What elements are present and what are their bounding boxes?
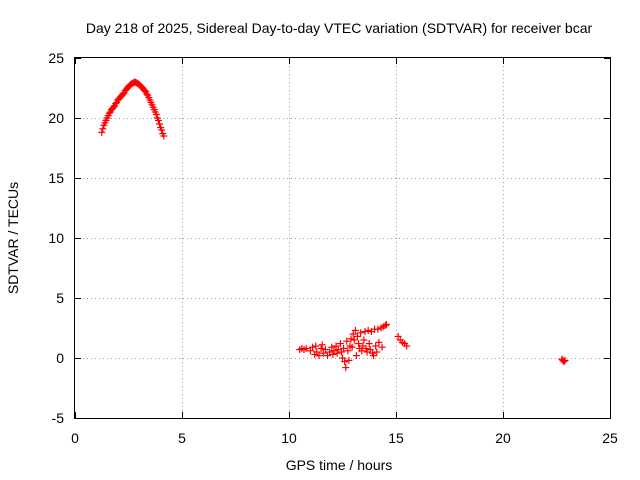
- data-point: [373, 348, 381, 356]
- grid: [75, 58, 610, 418]
- data-point: [344, 347, 352, 355]
- data-point: [342, 364, 350, 372]
- plot-frame: [74, 57, 611, 419]
- data-point: [341, 358, 349, 366]
- y-tick-label: 15: [48, 170, 64, 186]
- data-point: [375, 338, 383, 346]
- y-tick-label: -5: [52, 410, 65, 426]
- data-point: [394, 332, 402, 340]
- data-point: [347, 335, 355, 343]
- data-point: [378, 343, 386, 351]
- data-point: [112, 100, 120, 108]
- y-tick-labels: -5 0 5 10 15 20 25: [48, 50, 64, 426]
- data-point: [381, 322, 389, 330]
- series-arc-1: [98, 78, 168, 140]
- data-point: [370, 352, 378, 360]
- data-point: [105, 109, 113, 117]
- x-tick-label: 25: [602, 430, 618, 446]
- x-axis-label: GPS time / hours: [286, 457, 393, 473]
- data-point: [154, 116, 162, 124]
- data-point: [313, 348, 321, 356]
- data-point: [160, 132, 168, 140]
- data-point: [339, 354, 346, 362]
- y-tick-label: 25: [48, 50, 64, 66]
- x-tick-label: 0: [71, 430, 79, 446]
- data-point: [337, 348, 345, 356]
- data-point: [372, 342, 380, 350]
- data-point: [143, 90, 151, 98]
- data-point: [315, 352, 323, 360]
- data-point: [318, 341, 326, 349]
- x-tick-label: 15: [388, 430, 404, 446]
- data-point: [343, 337, 351, 345]
- data-point: [353, 332, 361, 340]
- data-point: [366, 346, 374, 354]
- data-point: [152, 110, 160, 118]
- data-point: [324, 352, 332, 360]
- data-point: [309, 343, 317, 351]
- data-point: [333, 349, 341, 357]
- y-tick-label: 0: [56, 350, 64, 366]
- data-point: [99, 125, 107, 133]
- data-point: [561, 356, 569, 364]
- data-point: [317, 344, 325, 352]
- data-point: [348, 343, 356, 351]
- data-point: [357, 329, 365, 337]
- data-point: [328, 343, 336, 351]
- data-point: [306, 347, 314, 355]
- data-point: [141, 86, 149, 94]
- y-tick-label: 5: [56, 290, 64, 306]
- data-point: [158, 126, 166, 134]
- data-point: [358, 347, 366, 355]
- chart-title: Day 218 of 2025, Sidereal Day-to-day VTE…: [86, 20, 593, 36]
- data-point: [360, 336, 368, 344]
- x-tick-labels: 0 5 10 15 20 25: [71, 430, 618, 446]
- series-arc-2: [296, 320, 411, 372]
- data-point: [329, 350, 337, 358]
- data-point: [156, 120, 164, 128]
- y-axis-label: SDTVAR / TECUs: [5, 182, 21, 294]
- data-point: [560, 358, 568, 366]
- data-point: [340, 344, 348, 352]
- data-point: [352, 352, 360, 360]
- data-point: [355, 340, 363, 348]
- data-point: [374, 325, 382, 333]
- x-tick-label: 5: [178, 430, 186, 446]
- data-point: [365, 340, 373, 348]
- x-tick-label: 20: [495, 430, 511, 446]
- data-point: [336, 340, 344, 348]
- data-point: [302, 344, 310, 352]
- data-point: [98, 128, 106, 136]
- data-point: [110, 103, 118, 111]
- data-point: [332, 342, 340, 350]
- y-tick-label: 20: [48, 110, 64, 126]
- data-point: [345, 356, 353, 364]
- data-point: [349, 330, 357, 338]
- data-point: [362, 344, 370, 352]
- data-point: [312, 342, 320, 350]
- data-point: [382, 320, 390, 328]
- data-point: [350, 336, 358, 344]
- data-points: [98, 78, 569, 372]
- data-point: [403, 342, 411, 350]
- data-point: [319, 349, 327, 357]
- data-point: [119, 90, 127, 98]
- series-arc-3: [558, 355, 569, 366]
- x-tick-label: 10: [281, 430, 297, 446]
- data-point: [351, 326, 359, 334]
- data-point: [361, 328, 369, 336]
- y-tick-label: 10: [48, 230, 64, 246]
- data-point: [364, 326, 372, 334]
- data-point: [321, 346, 329, 354]
